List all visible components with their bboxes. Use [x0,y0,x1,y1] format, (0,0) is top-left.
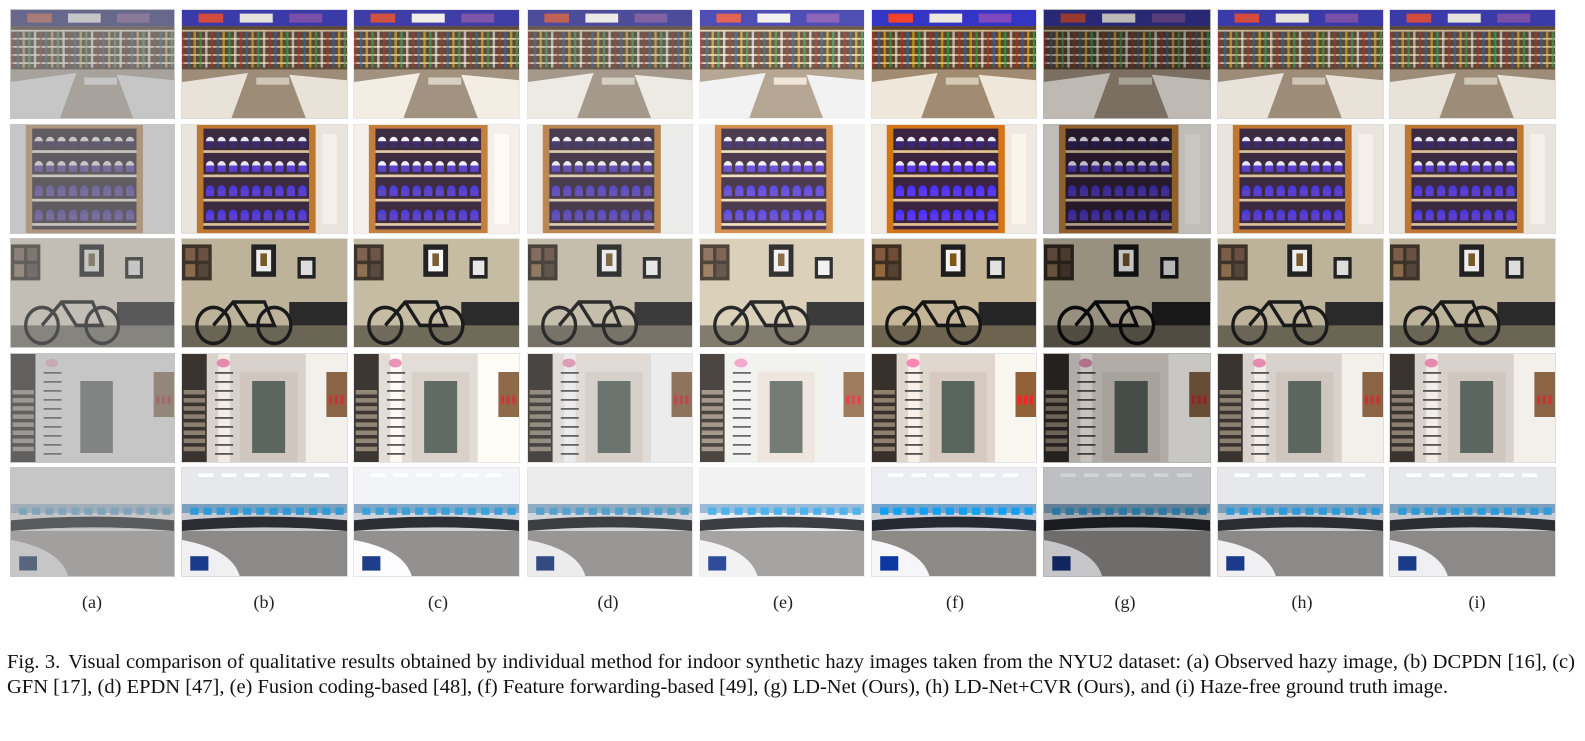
image-bookstore-col-7 [1043,9,1211,119]
image-shelves-col-6 [871,124,1037,234]
image-wall-bicycle-col-5 [699,238,865,348]
image-hallway-door-col-5 [699,353,865,463]
image-wall-bicycle-col-8 [1217,238,1384,348]
caption-text: Visual comparison of qualitative results… [7,651,1575,698]
image-hallway-door-col-9 [1389,353,1556,463]
image-bookstore-col-2 [181,9,348,119]
image-hallway-door-col-4 [527,353,693,463]
image-shelves-col-8 [1217,124,1384,234]
image-shelves-col-2 [181,124,348,234]
column-label: (g) [1114,592,1136,612]
image-bookstore-col-6 [871,9,1037,119]
image-wall-bicycle-col-2 [181,238,348,348]
image-wall-bicycle-col-4 [527,238,693,348]
column-label: (d) [597,592,619,612]
figure-caption: Fig. 3. Visual comparison of qualitative … [7,650,1575,700]
column-label: (b) [253,592,275,612]
image-computer-lab-col-2 [181,467,348,577]
image-wall-bicycle-col-6 [871,238,1037,348]
image-hallway-door-col-2 [181,353,348,463]
column-label: (a) [82,592,102,612]
image-shelves-col-7 [1043,124,1211,234]
image-hallway-door-col-3 [353,353,520,463]
image-wall-bicycle-col-7 [1043,238,1211,348]
image-hallway-door-col-7 [1043,353,1211,463]
image-hallway-door-col-1 [10,353,175,463]
image-computer-lab-col-9 [1389,467,1556,577]
image-wall-bicycle-col-1 [10,238,175,348]
image-bookstore-col-4 [527,9,693,119]
image-bookstore-col-1 [10,9,175,119]
image-shelves-col-4 [527,124,693,234]
image-computer-lab-col-6 [871,467,1037,577]
figure-number: Fig. 3. [7,651,61,673]
column-label: (c) [428,592,448,612]
image-computer-lab-col-3 [353,467,520,577]
column-label: (f) [946,592,964,612]
column-label: (e) [773,592,793,612]
image-computer-lab-col-7 [1043,467,1211,577]
image-shelves-col-3 [353,124,520,234]
image-computer-lab-col-1 [10,467,175,577]
image-hallway-door-col-6 [871,353,1037,463]
image-shelves-col-5 [699,124,865,234]
image-hallway-door-col-8 [1217,353,1384,463]
column-label: (i) [1468,592,1486,612]
image-bookstore-col-3 [353,9,520,119]
image-bookstore-col-9 [1389,9,1556,119]
column-label: (h) [1291,592,1313,612]
image-shelves-col-1 [10,124,175,234]
image-computer-lab-col-8 [1217,467,1384,577]
image-shelves-col-9 [1389,124,1556,234]
image-computer-lab-col-4 [527,467,693,577]
image-bookstore-col-5 [699,9,865,119]
image-computer-lab-col-5 [699,467,865,577]
image-wall-bicycle-col-3 [353,238,520,348]
image-bookstore-col-8 [1217,9,1384,119]
image-wall-bicycle-col-9 [1389,238,1556,348]
